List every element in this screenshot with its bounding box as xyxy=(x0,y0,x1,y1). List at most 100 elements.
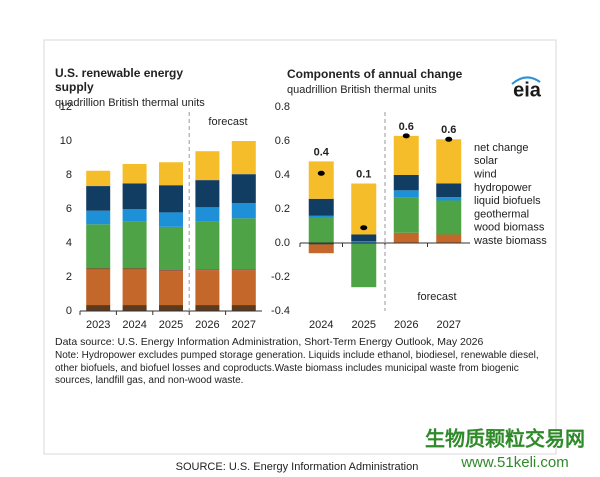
bar-segment xyxy=(86,224,111,269)
y-tick-label: 6 xyxy=(66,203,72,215)
bar-segment xyxy=(231,218,256,270)
value-label: 0.1 xyxy=(356,168,371,180)
bar-segment xyxy=(308,243,334,245)
bar-segment xyxy=(231,141,256,175)
bar-segment xyxy=(436,200,462,235)
legend-entry: solar xyxy=(474,155,498,167)
bar-segment xyxy=(436,197,462,201)
legend-entry: wind xyxy=(473,169,497,181)
value-label: 0.6 xyxy=(441,124,456,136)
x-tick-label: 2023 xyxy=(86,319,110,331)
bar-segment xyxy=(122,268,147,270)
x-tick-label: 2024 xyxy=(309,319,333,331)
net-change-dot xyxy=(445,136,453,142)
legend-entry: geothermal xyxy=(474,208,529,220)
y-tick-label: 0.6 xyxy=(275,135,290,147)
y-tick-label: 12 xyxy=(60,101,72,113)
y-tick-label: 10 xyxy=(60,135,72,147)
bar-segment xyxy=(351,243,377,288)
eia-logo: eia xyxy=(513,79,542,101)
bar-segment xyxy=(351,234,377,242)
y-tick-label: -0.4 xyxy=(271,305,290,317)
bar-segment xyxy=(436,234,462,243)
y-tick-label: 0.4 xyxy=(275,169,290,181)
value-label: 0.4 xyxy=(314,146,330,158)
chart-subtitle: quadrillion British thermal units xyxy=(55,97,205,109)
data-source: Data source: U.S. Energy Information Adm… xyxy=(55,336,484,348)
bar-segment xyxy=(159,305,183,311)
bar-segment xyxy=(86,210,111,225)
y-tick-label: 4 xyxy=(66,237,72,249)
bar-segment xyxy=(393,197,419,233)
bar-segment xyxy=(231,174,256,204)
bar-segment xyxy=(195,207,220,222)
bar-segment xyxy=(195,221,220,270)
x-tick-label: 2026 xyxy=(394,319,418,331)
bar-segment xyxy=(393,175,419,191)
bar-segment xyxy=(231,269,256,271)
bar-segment xyxy=(159,185,183,213)
bar-segment xyxy=(393,135,419,175)
bar-segment xyxy=(86,186,111,211)
note: Note: Hydropower excludes pumped storage… xyxy=(55,350,539,386)
y-tick-label: 0.2 xyxy=(275,203,290,215)
legend-entry: net change xyxy=(474,142,528,154)
y-tick-label: 8 xyxy=(66,169,72,181)
watermark: www.51keli.com xyxy=(460,454,569,471)
bar-segment xyxy=(195,269,220,271)
bar-segment xyxy=(351,241,377,243)
legend-entry: waste biomass xyxy=(473,235,547,247)
bar-segment xyxy=(122,269,147,306)
bar-segment xyxy=(122,305,147,311)
legend-entry: hydropower xyxy=(474,182,532,194)
y-tick-label: 0 xyxy=(66,305,72,317)
value-label: 0.6 xyxy=(399,121,414,133)
forecast-label: forecast xyxy=(208,116,247,128)
x-tick-label: 2026 xyxy=(195,319,219,331)
watermark: 生物质颗粒交易网 xyxy=(425,426,585,450)
legend-entry: liquid biofuels xyxy=(474,195,541,207)
forecast-label: forecast xyxy=(417,291,456,303)
bar-segment xyxy=(86,268,111,270)
bar-segment xyxy=(159,226,183,271)
bar-segment xyxy=(122,183,147,209)
y-tick-label: 0.0 xyxy=(275,237,290,249)
x-tick-label: 2025 xyxy=(352,319,376,331)
bar-segment xyxy=(86,305,111,311)
bar-segment xyxy=(159,270,183,272)
bar-segment xyxy=(231,305,256,311)
bar-segment xyxy=(308,215,334,218)
bar-segment xyxy=(393,190,419,198)
x-tick-label: 2027 xyxy=(437,319,461,331)
bar-segment xyxy=(231,203,256,219)
bar-segment xyxy=(308,198,334,216)
bar-segment xyxy=(159,162,183,186)
chart-subtitle: quadrillion British thermal units xyxy=(287,84,437,96)
bar-segment xyxy=(393,232,419,243)
net-change-dot xyxy=(402,133,410,139)
bar-segment xyxy=(122,221,147,269)
source: SOURCE: U.S. Energy Information Administ… xyxy=(176,461,419,473)
bar-segment xyxy=(122,209,147,222)
chart-title: U.S. renewable energy supply xyxy=(55,66,184,94)
legend-entry: wood biomass xyxy=(473,222,545,234)
x-tick-label: 2027 xyxy=(232,319,256,331)
bar-segment xyxy=(86,269,111,306)
bar-segment xyxy=(195,180,220,208)
bar-segment xyxy=(231,270,256,306)
bar-segment xyxy=(195,270,220,306)
bar-segment xyxy=(86,170,111,187)
bar-segment xyxy=(308,217,334,243)
bar-segment xyxy=(308,244,334,254)
bar-segment xyxy=(308,161,334,199)
logo-arc xyxy=(511,76,541,85)
frame xyxy=(43,39,557,455)
x-tick-label: 2024 xyxy=(122,319,146,331)
bar-segment xyxy=(195,151,220,181)
bar-segment xyxy=(436,183,462,198)
net-change-dot xyxy=(360,225,368,231)
chart-title: Components of annual change xyxy=(287,67,463,81)
bar-segment xyxy=(122,163,147,184)
